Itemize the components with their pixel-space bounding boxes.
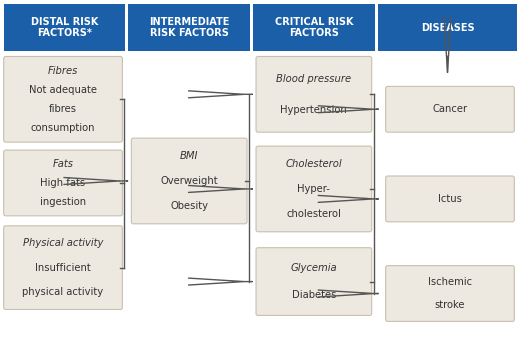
Text: CRITICAL RISK
FACTORS: CRITICAL RISK FACTORS	[275, 17, 353, 38]
Text: Ischemic: Ischemic	[428, 277, 472, 287]
Text: Hypertension: Hypertension	[280, 105, 347, 115]
FancyBboxPatch shape	[4, 226, 122, 309]
Text: Fibres: Fibres	[48, 66, 78, 76]
Text: Hyper-: Hyper-	[298, 184, 330, 194]
FancyBboxPatch shape	[256, 56, 372, 132]
Text: High fats: High fats	[41, 178, 86, 188]
FancyBboxPatch shape	[256, 146, 372, 232]
FancyBboxPatch shape	[132, 138, 247, 224]
Text: DISEASES: DISEASES	[421, 23, 474, 33]
FancyBboxPatch shape	[256, 248, 372, 315]
Text: Cancer: Cancer	[432, 104, 468, 114]
Text: Fats: Fats	[53, 159, 74, 169]
Text: Overweight: Overweight	[160, 176, 218, 186]
Text: Cholesterol: Cholesterol	[286, 159, 342, 169]
Text: cholesterol: cholesterol	[287, 209, 341, 219]
Text: BMI: BMI	[180, 151, 198, 161]
Text: Ictus: Ictus	[438, 194, 462, 204]
Text: stroke: stroke	[435, 300, 465, 310]
Text: Insufficient: Insufficient	[35, 262, 91, 273]
FancyBboxPatch shape	[386, 176, 514, 222]
FancyBboxPatch shape	[386, 86, 514, 132]
Text: Blood pressure: Blood pressure	[276, 74, 351, 84]
Text: Physical activity: Physical activity	[23, 238, 103, 248]
FancyBboxPatch shape	[4, 56, 122, 142]
Text: DISTAL RISK
FACTORS*: DISTAL RISK FACTORS*	[31, 17, 98, 38]
FancyBboxPatch shape	[386, 266, 514, 321]
Text: ingestion: ingestion	[40, 197, 86, 207]
Text: physical activity: physical activity	[22, 287, 103, 297]
Text: Glycemia: Glycemia	[291, 263, 337, 273]
Text: fibres: fibres	[49, 104, 77, 114]
FancyBboxPatch shape	[253, 4, 375, 51]
Text: INTERMEDIATE
RISK FACTORS: INTERMEDIATE RISK FACTORS	[149, 17, 229, 38]
FancyBboxPatch shape	[4, 150, 122, 216]
Text: consumption: consumption	[31, 123, 96, 133]
Text: Not adequate: Not adequate	[29, 85, 97, 95]
Text: Obesity: Obesity	[170, 201, 208, 211]
Text: Diabetes: Diabetes	[292, 290, 336, 300]
FancyBboxPatch shape	[4, 4, 125, 51]
FancyBboxPatch shape	[378, 4, 517, 51]
FancyBboxPatch shape	[128, 4, 250, 51]
